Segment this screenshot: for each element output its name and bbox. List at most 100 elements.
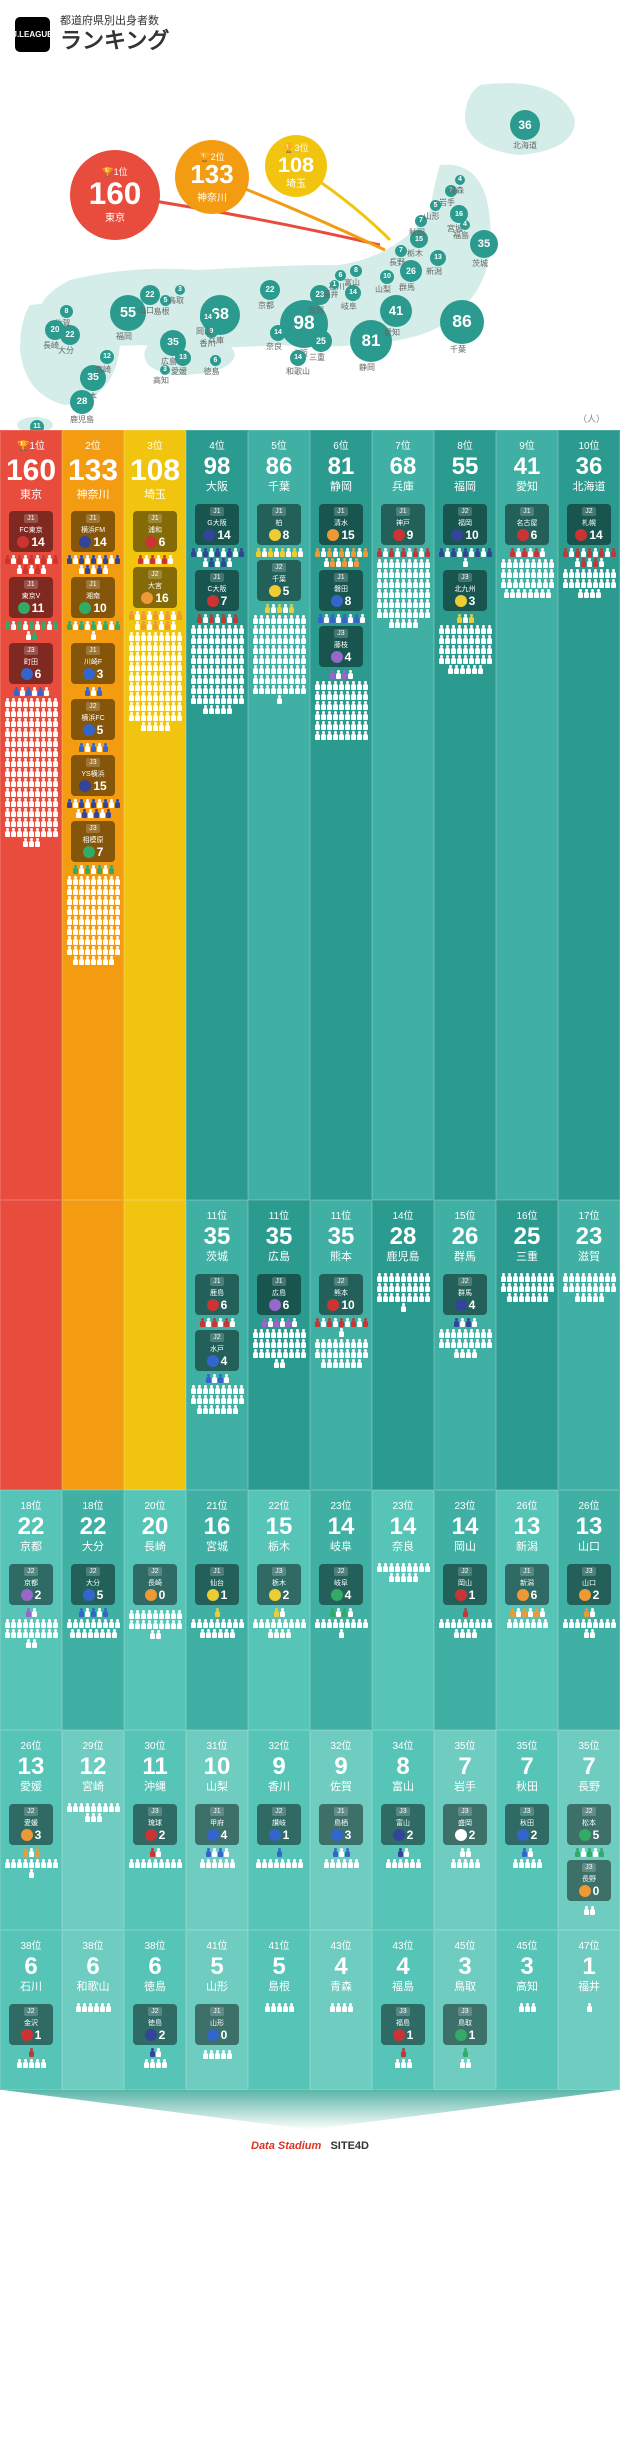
header: J.LEAGUE 都道府県別出身者数 ランキング	[0, 0, 620, 70]
prefecture-cell: 3位 108 埼玉 J1 浦和 6 J2 大宮 16	[124, 430, 186, 1200]
people-icons	[252, 1329, 306, 1368]
cell-header: 21位 16 宮城	[190, 1495, 244, 1561]
map-dot: 36	[510, 110, 540, 140]
map-dot-label: 香川	[200, 338, 216, 349]
map-dot-label: 京都	[258, 300, 274, 311]
team-badge: J2 千葉 5	[257, 560, 301, 601]
map-dot: 3	[175, 285, 185, 295]
prefecture-cell: 32位 9 香川 J2 讃岐 1	[248, 1730, 310, 1930]
people-icons	[66, 799, 120, 818]
people-icons	[376, 2059, 430, 2068]
rank-bubble: 🏆3位108埼玉	[265, 135, 327, 197]
team-badge: J1 磐田 8	[319, 570, 363, 611]
team-badge: J3 相模原 7	[71, 821, 115, 862]
people-icons	[252, 604, 306, 613]
people-icons	[376, 2048, 430, 2057]
people-icons	[252, 1318, 306, 1327]
cell-header: 30位 11 沖縄	[128, 1735, 182, 1801]
prefecture-cell: 16位 25 三重	[496, 1200, 558, 1490]
people-icons	[128, 1610, 182, 1639]
team-badge: J1 新潟 6	[505, 1564, 549, 1605]
people-icons	[4, 698, 58, 847]
cell-header: 11位 35 熊本	[314, 1205, 368, 1271]
cell-header: 23位 14 岡山	[438, 1495, 492, 1561]
people-icons	[252, 1848, 306, 1857]
map-dot: 12	[100, 350, 114, 364]
cell-header: 31位 10 山梨	[190, 1735, 244, 1801]
cell-header: 16位 25 三重	[500, 1205, 554, 1271]
people-icons	[128, 2048, 182, 2057]
map-dot: 14	[200, 310, 216, 326]
people-icons	[376, 1563, 430, 1582]
prefecture-cell: 26位 13 山口 J3 山口 2	[558, 1490, 620, 1730]
prefecture-cell: 43位 4 青森	[310, 1930, 372, 2090]
cell-header: 38位 6 徳島	[128, 1935, 182, 2001]
map-dot-label: 愛媛	[171, 366, 187, 377]
map-dot-label: 秋田	[409, 227, 425, 238]
prefecture-cell: 11位 35 茨城 J1 鹿島 6 J2 水戸 4	[186, 1200, 248, 1490]
cell-header: 9位 41 愛知	[500, 435, 554, 501]
cell-header: 34位 8 富山	[376, 1735, 430, 1801]
credit-datastadium: Data Stadium	[251, 2140, 321, 2152]
map-dot: 13	[175, 350, 191, 366]
map-dot-label: 和歌山	[286, 366, 310, 377]
people-icons	[4, 1848, 58, 1857]
prefecture-cell: 18位 22 大分 J2 大分 5	[62, 1490, 124, 1730]
map-dot: 25	[310, 330, 332, 352]
people-icons	[562, 1273, 616, 1302]
people-icons	[190, 1619, 244, 1638]
people-icons	[314, 681, 368, 740]
map-dot: 14	[290, 350, 306, 366]
map-dot-label: 長野	[389, 257, 405, 268]
cell-header: 38位 6 和歌山	[66, 1935, 120, 2001]
people-icons	[314, 1339, 368, 1368]
ranking-row: 18位 22 京都 J2 京都 2 18位 22 大分 J2 大分 5 20位 …	[0, 1490, 620, 1730]
cell-header: 23位 14 奈良	[376, 1495, 430, 1561]
cell-header: 41位 5 山形	[190, 1935, 244, 2001]
map-dot: 22	[140, 285, 160, 305]
people-icons	[314, 1318, 368, 1337]
people-icons	[562, 1619, 616, 1638]
team-badge: J3 鳥取 1	[443, 2004, 487, 2045]
prefecture-cell: 2位 133 神奈川 J1 横浜FM 14 J1 湘南 10 J1 川崎F 3 …	[62, 430, 124, 1200]
cell-header: 45位 3 高知	[500, 1935, 554, 2001]
people-icons	[190, 1608, 244, 1617]
team-badge: J2 福岡 10	[443, 504, 487, 545]
prefecture-cell: 18位 22 京都 J2 京都 2	[0, 1490, 62, 1730]
map-dot-label: 岐阜	[341, 301, 357, 312]
cell-header: 4位 98 大阪	[190, 435, 244, 501]
cell-header: 45位 3 鳥取	[438, 1935, 492, 2001]
team-badge: J3 琉球 2	[133, 1804, 177, 1845]
people-icons	[562, 2003, 616, 2012]
cell-header: 26位 13 山口	[562, 1495, 616, 1561]
people-icons	[500, 548, 554, 557]
team-badge: J1 清水 15	[319, 504, 363, 545]
prefecture-cell: 22位 15 栃木 J3 栃木 2	[248, 1490, 310, 1730]
map-dot-label: 山梨	[375, 284, 391, 295]
prefecture-cell: 20位 20 長崎 J2 長崎 0	[124, 1490, 186, 1730]
people-icons	[128, 2059, 182, 2068]
team-badge: J1 柏 8	[257, 504, 301, 545]
map-dot: 6	[335, 270, 346, 281]
team-badge: J1 広島 6	[257, 1274, 301, 1315]
people-icons	[500, 2003, 554, 2012]
prefecture-cell: 38位 6 和歌山	[62, 1930, 124, 2090]
map-dot-label: 新潟	[426, 266, 442, 277]
team-badge: J2 水戸 4	[195, 1330, 239, 1371]
map-dot-label: 長崎	[43, 340, 59, 351]
map-dot: 22	[260, 280, 280, 300]
prefecture-cell: 26位 13 新潟 J1 新潟 6	[496, 1490, 558, 1730]
team-badge: J1 鹿島 6	[195, 1274, 239, 1315]
cell-header: 10位 36 北海道	[562, 435, 616, 501]
team-badge: J1 甲府 4	[195, 1804, 239, 1845]
prefecture-cell: 26位 13 愛媛 J2 愛媛 3	[0, 1730, 62, 1930]
people-icons	[500, 1608, 554, 1617]
prefecture-cell: 35位 7 長野 J2 松本 5 J3 長野 0	[558, 1730, 620, 1930]
team-badge: J2 長崎 0	[133, 1564, 177, 1605]
team-badge: J1 仙台 1	[195, 1564, 239, 1605]
cell-header: 14位 28 鹿児島	[376, 1205, 430, 1271]
map-dot: 13	[430, 250, 446, 266]
prefecture-cell: 🏆1位 160 東京 J1 FC東京 14 J1 東京V 11 J3 町田 6	[0, 430, 62, 1200]
japan-map: 🏆1位160東京🏆2位133神奈川🏆3位108埼玉 36北海道35茨城86千葉8…	[0, 70, 620, 430]
cell-header: 26位 13 愛媛	[4, 1735, 58, 1801]
